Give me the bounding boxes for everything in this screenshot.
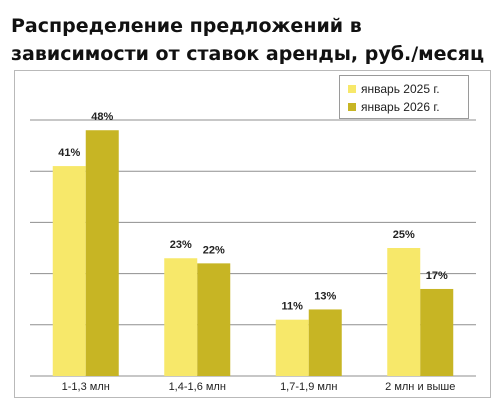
legend-item-2025: январь 2025 г. [348,81,440,97]
bar [420,288,454,376]
legend-item-2026: январь 2026 г. [348,99,440,115]
x-tick-label: 2 млн и выше [385,381,455,393]
data-label: 23% [170,239,192,251]
data-label: 13% [314,290,336,302]
data-label: 41% [58,147,80,159]
data-label: 22% [203,244,225,256]
bar [197,263,231,376]
bar [52,166,86,376]
x-tick-label: 1,4-1,6 млн [169,381,226,393]
legend-swatch-2025 [348,85,356,93]
legend-label-2026: январь 2026 г. [361,100,440,114]
bar [308,309,342,376]
data-label: 25% [393,229,415,241]
x-tick-label: 1-1,3 млн [62,381,110,393]
bar [85,130,119,376]
legend-label-2025: январь 2025 г. [361,82,440,96]
legend-swatch-2026 [348,103,356,111]
data-label: 17% [426,270,448,282]
data-label: 11% [282,301,304,313]
bar [164,258,198,376]
bar [275,319,309,376]
chart-title: Распределение предложений в зависимости … [11,15,485,65]
x-tick-label: 1,7-1,9 млн [280,381,337,393]
chart-legend: январь 2025 г. январь 2026 г. [339,75,469,119]
data-label: 48% [91,111,113,123]
bar [387,248,421,376]
